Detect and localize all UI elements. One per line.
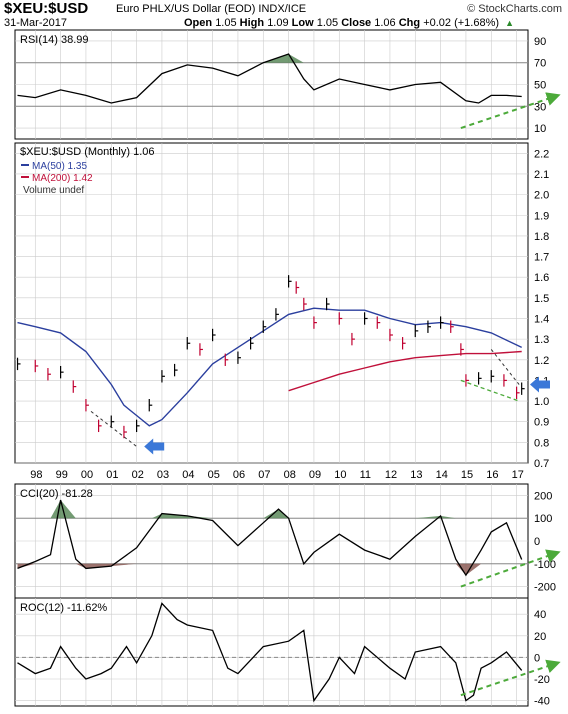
ma50-line xyxy=(17,307,523,427)
x-tick-label: 04 xyxy=(182,469,194,481)
y-tick-label: 200 xyxy=(534,490,552,502)
legend-ma200: MA(200) 1.42 xyxy=(32,173,93,184)
x-tick-label: 14 xyxy=(436,469,448,481)
x-tick-label: 10 xyxy=(334,469,346,481)
x-tick-label: 01 xyxy=(106,469,118,481)
panel-title: CCI(20) -81.28 xyxy=(20,488,93,500)
y-tick-label: 30 xyxy=(534,101,546,113)
symbol-title: $XEU:$USD xyxy=(4,0,89,17)
x-tick-label: 12 xyxy=(385,469,397,481)
high-value: 1.09 xyxy=(267,17,289,29)
y-tick-label: 1.9 xyxy=(534,210,549,222)
y-tick-label: 2.2 xyxy=(534,148,549,160)
x-tick-label: 07 xyxy=(258,469,270,481)
downtrend-line-2016 xyxy=(490,349,520,385)
blue-arrow-2002 xyxy=(144,438,165,455)
x-tick-label: 16 xyxy=(486,469,498,481)
legend-volume: Volume undef xyxy=(23,185,84,196)
panel-title: RSI(14) 38.99 xyxy=(20,34,88,46)
y-tick-label: 2.1 xyxy=(534,169,549,181)
panel-title: ROC(12) -11.62% xyxy=(20,602,107,614)
x-tick-label: 09 xyxy=(309,469,321,481)
x-tick-label: 98 xyxy=(30,469,42,481)
y-tick-label: 70 xyxy=(534,58,546,70)
support-line-2015 xyxy=(460,379,520,402)
panel-frame xyxy=(14,142,529,464)
y-tick-label: 1.7 xyxy=(534,252,549,264)
y-tick-label: 90 xyxy=(534,36,546,48)
panel-2: 2.22.12.01.91.81.71.61.51.41.31.21.11.00… xyxy=(14,142,550,481)
y-tick-label: 100 xyxy=(534,513,552,525)
legend-ma50: MA(50) 1.35 xyxy=(32,161,87,172)
close-value: 1.06 xyxy=(374,17,396,29)
y-tick-label: 1.0 xyxy=(534,396,549,408)
panel-3: 200 100 0 -100 -200 CCI(20) -81.28 xyxy=(14,483,561,599)
trendline-annotation xyxy=(460,92,561,130)
y-tick-label: 0.9 xyxy=(534,417,549,429)
trendline-annotation xyxy=(460,549,561,588)
y-tick-label: 1.3 xyxy=(534,334,549,346)
x-tick-label: 13 xyxy=(410,469,422,481)
y-tick-label: 1.4 xyxy=(534,313,549,325)
brand-label: © StockCharts.com xyxy=(467,3,562,15)
y-tick-label: 0 xyxy=(534,652,540,664)
trendline-annotation xyxy=(460,659,561,697)
ma200-line xyxy=(288,350,522,392)
x-tick-label: 17 xyxy=(512,469,524,481)
x-tick-label: 11 xyxy=(360,469,371,481)
open-value: 1.05 xyxy=(215,17,237,29)
y-tick-label: 1.6 xyxy=(534,272,549,284)
x-tick-label: 03 xyxy=(157,469,169,481)
panel-1: 90 70 50 30 10 RSI(14) 38.99 xyxy=(14,29,561,140)
y-tick-label: -40 xyxy=(534,696,550,708)
panel-4: 40 20 0 -20 -40 ROC(12) -11.62% xyxy=(14,597,561,708)
symbol-description: Euro PHLX/US Dollar (EOD) INDX/ICE xyxy=(116,3,307,15)
y-tick-label: 40 xyxy=(534,609,546,621)
y-tick-label: -20 xyxy=(534,674,550,686)
y-tick-label: 0.8 xyxy=(534,437,549,449)
blue-arrow-2017 xyxy=(530,376,550,393)
close-label: Close xyxy=(341,17,372,29)
x-tick-label: 02 xyxy=(132,469,144,481)
y-tick-label: -200 xyxy=(534,582,556,594)
low-value: 1.05 xyxy=(316,17,339,29)
low-label: Low xyxy=(291,17,314,29)
y-tick-label: 10 xyxy=(534,123,546,135)
price-legend: $XEU:$USD (Monthly) 1.06 MA(50) 1.35MA(20… xyxy=(20,146,155,196)
x-tick-label: 06 xyxy=(233,469,245,481)
x-tick-label: 00 xyxy=(81,469,93,481)
chg-label: Chg xyxy=(398,17,421,29)
indicator-line xyxy=(17,499,523,577)
oversold-fill xyxy=(17,563,522,576)
x-tick-label: 08 xyxy=(284,469,296,481)
y-tick-label: 1.5 xyxy=(534,293,549,305)
y-tick-label: -100 xyxy=(534,559,556,571)
y-tick-label: 0 xyxy=(534,536,540,548)
y-tick-label: 2.0 xyxy=(534,190,549,202)
open-label: Open xyxy=(184,17,213,29)
chart-date: 31-Mar-2017 xyxy=(4,17,67,29)
indicator-line xyxy=(17,53,522,104)
y-tick-label: 20 xyxy=(534,631,546,643)
y-tick-label: 0.7 xyxy=(534,458,549,470)
y-tick-label: 1.2 xyxy=(534,355,549,367)
x-tick-label: 99 xyxy=(56,469,68,481)
y-tick-label: 50 xyxy=(534,80,546,92)
indicator-line xyxy=(17,602,523,703)
high-label: High xyxy=(239,17,265,29)
y-tick-label: 1.8 xyxy=(534,231,549,243)
panel-frame xyxy=(14,597,529,707)
up-triangle-icon: ▲ xyxy=(505,18,515,28)
x-tick-label: 05 xyxy=(208,469,220,481)
overbought-fill xyxy=(17,500,522,519)
legend-price: $XEU:$USD (Monthly) 1.06 xyxy=(20,146,155,158)
chg-value: +0.02 (+1.68%) xyxy=(423,17,500,29)
x-tick-label: 15 xyxy=(461,469,473,481)
ohlc-readout: Open 1.05 High 1.09 Low 1.05 Close 1.06 … xyxy=(184,17,514,29)
